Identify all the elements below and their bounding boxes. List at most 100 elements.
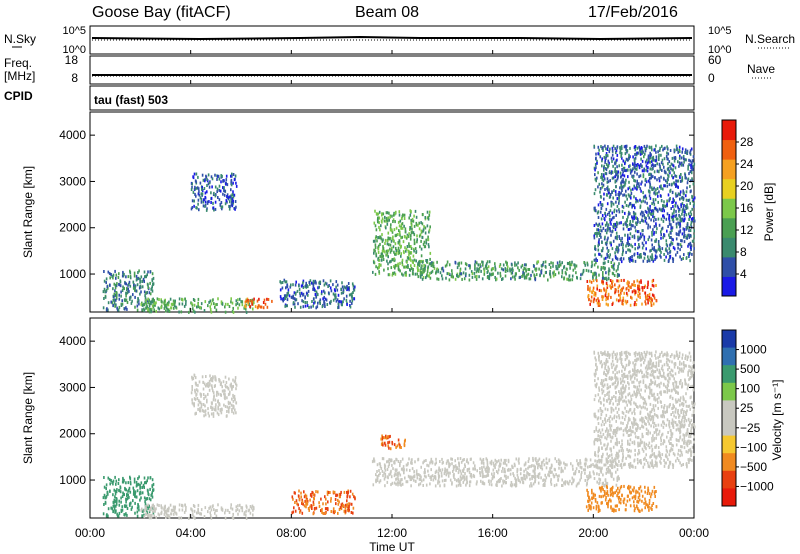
data-cell — [651, 156, 653, 160]
data-cell — [381, 249, 384, 253]
data-cell — [616, 204, 619, 208]
data-cell — [481, 459, 483, 463]
data-cell — [217, 413, 220, 417]
data-cell — [199, 196, 202, 200]
data-cell — [140, 275, 143, 279]
data-cell — [334, 510, 336, 514]
data-cell — [125, 275, 127, 279]
data-cell — [350, 511, 353, 514]
data-cell — [390, 475, 393, 479]
data-cell — [148, 310, 151, 314]
data-cell — [438, 466, 440, 470]
data-cell — [453, 475, 455, 479]
data-cell — [660, 184, 662, 188]
data-cell — [396, 263, 398, 267]
data-cell — [521, 275, 523, 278]
data-cell — [391, 440, 393, 444]
data-cell — [116, 282, 118, 286]
data-cell — [609, 195, 611, 199]
data-cell — [118, 489, 121, 493]
data-cell — [618, 237, 621, 240]
data-cell — [228, 305, 231, 308]
data-cell — [683, 234, 686, 237]
data-cell — [119, 284, 122, 288]
data-cell — [201, 187, 203, 191]
data-cell — [211, 177, 214, 181]
data-cell — [400, 226, 402, 230]
data-cell — [106, 285, 109, 289]
data-cell — [126, 286, 128, 290]
data-cell — [654, 206, 657, 210]
data-cell — [611, 265, 613, 269]
data-cell — [217, 399, 219, 403]
data-cell — [611, 491, 614, 495]
data-cell — [611, 279, 614, 283]
data-cell — [401, 482, 404, 486]
data-cell — [625, 223, 627, 227]
data-cell — [675, 201, 677, 205]
data-cell — [627, 233, 629, 237]
data-cell — [336, 283, 339, 287]
data-cell — [230, 503, 232, 507]
data-cell — [627, 244, 630, 247]
data-cell — [612, 164, 614, 168]
data-cell — [396, 481, 399, 485]
data-cell — [504, 270, 507, 273]
data-cell — [393, 228, 396, 232]
data-cell — [463, 467, 465, 471]
data-cell — [634, 206, 636, 210]
data-cell — [344, 509, 347, 513]
nsky-tick-high: 10^5 — [62, 25, 86, 37]
data-cell — [139, 280, 141, 284]
data-cell — [647, 294, 649, 298]
data-cell — [671, 242, 674, 246]
data-cell — [685, 190, 688, 194]
data-cell — [589, 302, 591, 306]
data-cell — [604, 214, 607, 218]
data-cell — [145, 512, 147, 516]
data-cell — [235, 303, 237, 307]
data-cell — [633, 495, 635, 499]
data-cell — [384, 484, 386, 488]
data-cell — [666, 202, 668, 206]
data-cell — [651, 209, 654, 213]
data-cell — [205, 174, 207, 178]
data-cell — [419, 268, 422, 272]
data-cell — [595, 152, 597, 156]
data-cell — [622, 223, 625, 227]
data-cell — [587, 287, 589, 291]
data-cell — [635, 216, 637, 220]
data-cell — [623, 497, 625, 501]
data-cell — [650, 303, 653, 307]
data-cell — [337, 502, 340, 506]
data-cell — [243, 511, 246, 515]
data-cell — [680, 239, 682, 243]
data-cell — [544, 473, 546, 477]
data-cell — [225, 199, 228, 203]
data-cell — [223, 193, 226, 197]
data-cell — [598, 466, 601, 470]
data-cell — [594, 497, 597, 501]
data-cell — [140, 508, 143, 512]
data-cell — [655, 250, 657, 254]
data-cell — [656, 227, 658, 231]
data-cell — [378, 216, 381, 220]
data-cell — [245, 504, 248, 508]
data-cell — [322, 512, 325, 515]
data-cell — [647, 255, 649, 259]
data-cell — [673, 181, 675, 185]
data-cell — [136, 283, 139, 287]
data-cell — [397, 220, 400, 224]
data-cell — [516, 470, 518, 473]
data-cell — [208, 300, 210, 304]
data-cell — [537, 459, 539, 463]
data-cell — [564, 463, 567, 467]
data-cell — [115, 482, 117, 486]
data-cell — [418, 483, 420, 487]
data-cell — [643, 256, 646, 260]
data-cell — [637, 293, 639, 297]
data-cell — [422, 484, 424, 487]
data-cell — [143, 270, 146, 274]
data-cell — [389, 260, 391, 264]
data-cell — [653, 206, 656, 210]
